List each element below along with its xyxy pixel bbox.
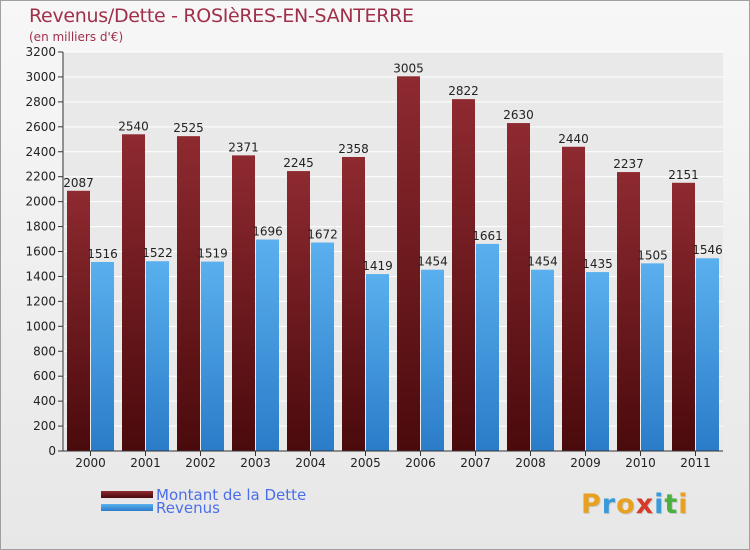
bar-dette — [342, 156, 365, 451]
x-tick-label: 2000 — [75, 456, 106, 470]
grid-lines — [63, 51, 723, 452]
bar-revenus — [586, 272, 609, 451]
data-label-revenus: 1454 — [417, 255, 448, 269]
bar-revenus — [146, 261, 169, 451]
y-tick-label: 800 — [33, 344, 56, 358]
data-label-revenus: 1516 — [87, 247, 118, 261]
bar-dette — [67, 190, 90, 451]
bar-dette — [287, 171, 310, 451]
y-tick-label: 1600 — [25, 245, 56, 259]
logo-letter: P — [581, 489, 602, 520]
x-tick-label: 2003 — [240, 456, 271, 470]
chart-title: Revenus/Dette - ROSIèRES-EN-SANTERRE — [29, 5, 414, 27]
chart-subtitle: (en milliers d'€) — [29, 30, 124, 44]
bar-dette — [397, 76, 420, 452]
bar-revenus — [641, 263, 664, 451]
bar-revenus — [256, 239, 279, 451]
y-tick-label: 2400 — [25, 145, 56, 159]
data-label-dette: 2822 — [448, 84, 479, 98]
x-tick-label: 2005 — [350, 456, 381, 470]
data-label-revenus: 1546 — [692, 243, 723, 257]
bar-dette — [232, 155, 255, 451]
logo-letter: o — [616, 489, 636, 520]
x-tick-label: 2007 — [460, 456, 491, 470]
data-label-dette: 2245 — [283, 156, 314, 170]
data-label-dette: 2630 — [503, 108, 534, 122]
legend-label-dette: Montant de la Dette — [156, 486, 307, 504]
x-tick-label: 2011 — [680, 456, 711, 470]
y-tick-label: 600 — [33, 369, 56, 383]
data-label-dette: 3005 — [393, 61, 424, 75]
data-label-dette: 2358 — [338, 142, 369, 156]
y-tick-label: 3200 — [25, 45, 56, 59]
data-label-dette: 2087 — [63, 176, 94, 190]
data-label-dette: 2371 — [228, 140, 259, 154]
proxiti-logo: Proxiti — [581, 489, 689, 520]
legend-swatch-revenus — [101, 504, 153, 511]
x-tick-label: 2002 — [185, 456, 216, 470]
x-tick-label: 2010 — [625, 456, 656, 470]
bar-dette — [672, 182, 695, 451]
x-tick-label: 2006 — [405, 456, 436, 470]
y-tick-label: 200 — [33, 419, 56, 433]
bar-dette — [507, 123, 530, 452]
y-tick-label: 400 — [33, 394, 56, 408]
x-tick-label: 2008 — [515, 456, 546, 470]
legend-swatch-dette — [101, 491, 153, 498]
logo-letter: t — [664, 489, 679, 520]
bar-revenus — [91, 261, 114, 451]
bar-dette — [177, 136, 200, 451]
bar-revenus — [476, 243, 499, 451]
data-label-dette: 2237 — [613, 157, 644, 171]
y-tick-label: 1800 — [25, 220, 56, 234]
axes: 0 200 400 600 800 1000 1200 1400 1600 1800 2000 220… — [25, 45, 723, 470]
bar-revenus — [201, 261, 224, 451]
logo-letter: x — [635, 489, 655, 520]
data-label-dette: 2540 — [118, 119, 149, 133]
y-tick-label: 2200 — [25, 170, 56, 184]
y-tick-label: 1000 — [25, 319, 56, 333]
bar-revenus — [366, 274, 389, 451]
data-label-dette: 2525 — [173, 121, 204, 135]
y-tick-label: 0 — [48, 444, 56, 458]
data-label-revenus: 1454 — [527, 255, 558, 269]
data-labels: 2087 1516 2540 1522 2525 1519 2371 1696 2245 1672… — [63, 61, 723, 273]
bar-revenus — [531, 269, 554, 451]
data-label-revenus: 1519 — [197, 247, 228, 261]
bar-dette — [617, 172, 640, 451]
bar-dette — [452, 99, 475, 452]
data-label-dette: 2151 — [668, 168, 699, 182]
data-label-revenus: 1419 — [362, 259, 393, 273]
bar-revenus — [696, 258, 719, 451]
data-label-revenus: 1505 — [637, 248, 668, 262]
x-tick-label: 2001 — [130, 456, 161, 470]
x-tick-label: 2004 — [295, 456, 326, 470]
data-label-dette: 2440 — [558, 132, 589, 146]
y-tick-label: 1400 — [25, 269, 56, 283]
data-label-revenus: 1672 — [307, 228, 338, 242]
bar-dette — [562, 146, 585, 451]
y-tick-label: 3000 — [25, 70, 56, 84]
bar-revenus — [311, 242, 334, 451]
logo-letter: i — [678, 489, 689, 520]
x-tick-label: 2009 — [570, 456, 601, 470]
logo-letter: r — [601, 489, 617, 520]
logo-letter: i — [654, 489, 665, 520]
bar-dette — [122, 134, 145, 451]
y-tick-label: 2600 — [25, 120, 56, 134]
data-label-revenus: 1661 — [472, 229, 503, 243]
bar-revenus — [421, 269, 444, 451]
data-label-revenus: 1522 — [142, 246, 173, 260]
bars — [67, 76, 719, 452]
data-label-revenus: 1435 — [582, 257, 613, 271]
data-label-revenus: 1696 — [252, 225, 283, 239]
y-tick-label: 2000 — [25, 195, 56, 209]
y-tick-label: 2800 — [25, 95, 56, 109]
y-tick-label: 1200 — [25, 294, 56, 308]
legend-label-revenus: Revenus — [156, 499, 220, 517]
